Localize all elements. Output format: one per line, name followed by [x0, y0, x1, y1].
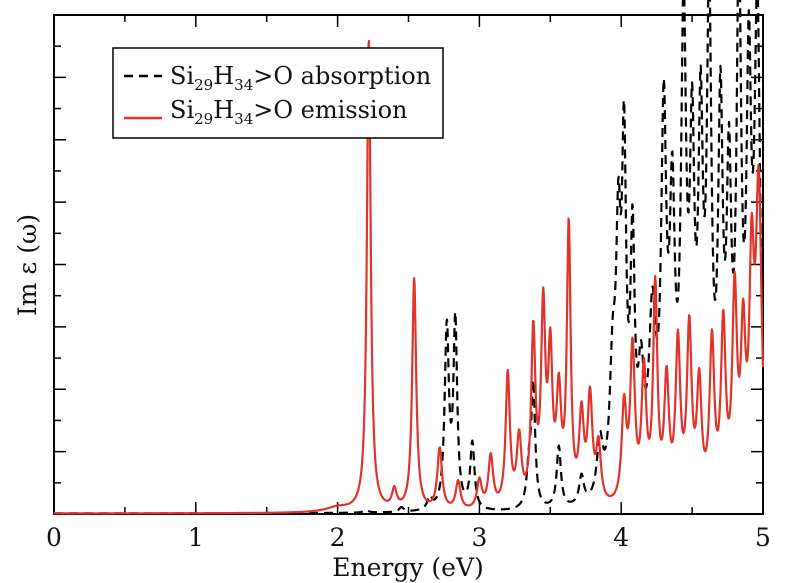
x-tick-label: 1 [188, 523, 204, 552]
legend-box [112, 47, 444, 139]
legend: Si29H34>O absorption Si29H34>O emission [112, 47, 444, 139]
x-tick-label: 3 [471, 523, 487, 552]
legend-label-absorption: Si29H34>O absorption [170, 62, 431, 94]
x-tick-label: 5 [755, 523, 771, 552]
y-axis-title: Im ε (ω) [13, 214, 42, 316]
x-axis-title: Energy (eV) [332, 553, 484, 582]
tick-marks: 0 1 2 3 4 5 [46, 15, 771, 552]
x-tick-label: 2 [330, 523, 346, 552]
x-tick-label: 0 [46, 523, 62, 552]
series-layer [53, 0, 765, 515]
legend-label-emission: Si29H34>O emission [170, 96, 408, 128]
x-tick-label: 4 [613, 523, 629, 552]
series-emission-line [53, 39, 765, 515]
